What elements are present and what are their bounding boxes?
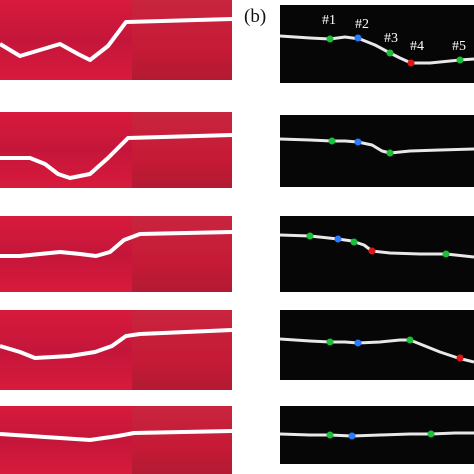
marker-3-3 (350, 238, 358, 246)
laser-photo-3 (0, 216, 232, 292)
marker-label-3: #3 (384, 31, 398, 46)
laser-line-2 (0, 133, 232, 180)
photo-right-region (132, 0, 232, 80)
marker-4-2 (354, 339, 362, 347)
marker-1-5 (456, 56, 464, 64)
marker-3-1 (306, 232, 314, 240)
marker-label-2: #2 (355, 17, 369, 32)
marker-2-1 (328, 137, 336, 145)
marker-3-2 (334, 235, 342, 243)
marker-label-4: #4 (410, 39, 424, 54)
panel-label: (b) (244, 6, 267, 27)
laser-photo-1 (0, 0, 232, 80)
photo-right-region (132, 112, 232, 188)
marker-1-4 (407, 59, 415, 67)
profile-trace-1 (280, 34, 474, 67)
laser-line-3 (0, 230, 232, 258)
photo-right-region (132, 310, 232, 390)
marker-4-1 (326, 338, 334, 346)
marker-2-2 (354, 138, 362, 146)
marker-5-3 (427, 430, 435, 438)
profile-trace-5 (280, 430, 474, 440)
laser-profile-2 (280, 115, 474, 187)
laser-photo-5 (0, 406, 232, 474)
marker-1-1 (326, 35, 334, 43)
photo-left-region (0, 0, 132, 80)
laser-line-5 (0, 429, 232, 442)
photo-right-region (132, 216, 232, 292)
laser-profile-5 (280, 406, 474, 464)
profile-trace-3 (280, 232, 474, 259)
marker-5-1 (326, 431, 334, 439)
marker-1-3 (386, 49, 394, 57)
laser-profile-1 (280, 5, 474, 83)
photo-left-region (0, 310, 132, 390)
laser-profile-4 (280, 310, 474, 380)
laser-line-1 (0, 17, 232, 62)
marker-3-4 (368, 247, 376, 255)
marker-2-3 (386, 149, 394, 157)
marker-4-4 (456, 354, 464, 362)
marker-1-2 (354, 34, 362, 42)
marker-3-5 (442, 250, 450, 258)
profile-trace-2 (280, 137, 474, 157)
laser-photo-2 (0, 112, 232, 188)
laser-photo-4 (0, 310, 232, 390)
marker-5-2 (348, 432, 356, 440)
photo-right-region (132, 406, 232, 474)
laser-profile-3 (280, 216, 474, 292)
profile-trace-4 (280, 336, 474, 364)
laser-line-4 (0, 328, 232, 360)
marker-label-1: #1 (322, 13, 336, 28)
marker-4-3 (406, 336, 414, 344)
marker-label-5: #5 (452, 39, 466, 54)
